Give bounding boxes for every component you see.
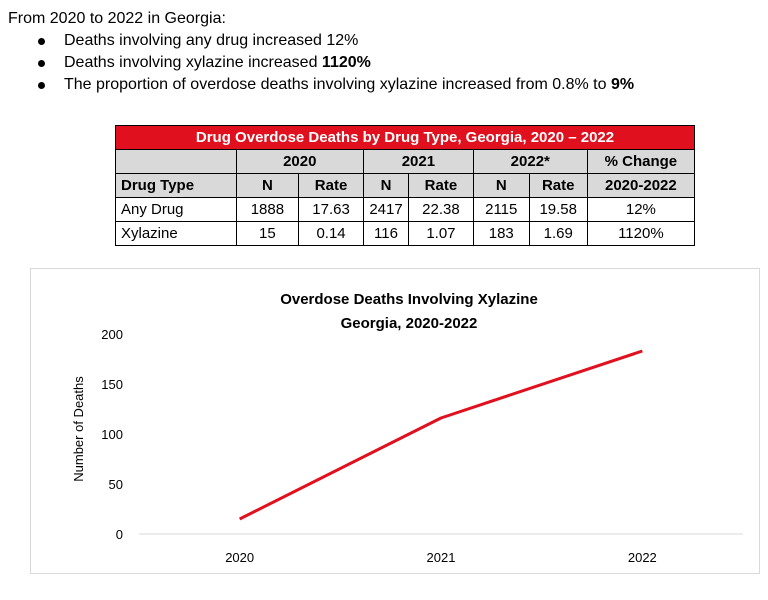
table-cell: 22.38 xyxy=(408,197,474,222)
y-ticks: 0 50 100 150 200 xyxy=(101,327,123,542)
drug-type-header: Drug Type xyxy=(115,173,237,198)
drug-cell: Xylazine xyxy=(115,221,237,246)
chart-title: Overdose Deaths Involving Xylazine xyxy=(280,291,538,308)
bullet-icon xyxy=(38,60,45,67)
bullet-text: Deaths involving xylazine increased xyxy=(64,54,322,71)
table-cell: 15 xyxy=(235,221,300,246)
year-header: 2022* xyxy=(472,149,588,174)
year-header: 2021 xyxy=(362,149,474,174)
x-tick-label: 2021 xyxy=(427,550,456,565)
table-row: Xylazine 15 0.14 116 1.07 183 1.69 1120% xyxy=(115,221,696,246)
table-cell: 1.07 xyxy=(408,221,474,246)
y-tick-label: 100 xyxy=(101,427,123,442)
intro-section: From 2020 to 2022 in Georgia: Deaths inv… xyxy=(8,8,758,96)
table-cell: 0.14 xyxy=(298,221,364,246)
xylazine-chart: Overdose Deaths Involving Xylazine Georg… xyxy=(30,268,760,574)
n-header: N xyxy=(362,173,410,198)
x-tick-label: 2020 xyxy=(225,550,254,565)
list-item: Deaths involving xylazine increased 1120… xyxy=(8,52,758,74)
table-cell: 116 xyxy=(362,221,410,246)
bullet-bold: 1120% xyxy=(321,54,371,71)
bullet-bold: 9% xyxy=(610,76,635,93)
rate-header: Rate xyxy=(408,173,474,198)
drug-cell: Any Drug xyxy=(115,197,237,222)
table-title: Drug Overdose Deaths by Drug Type, Georg… xyxy=(115,125,695,150)
overdose-table: Drug Overdose Deaths by Drug Type, Georg… xyxy=(115,125,696,246)
table-subheader-row: Drug Type N Rate N Rate N Rate 2020-2022 xyxy=(115,173,696,198)
table-row: Any Drug 1888 17.63 2417 22.38 2115 19.5… xyxy=(115,197,696,222)
y-axis-label: Number of Deaths xyxy=(71,376,86,482)
y-tick-label: 200 xyxy=(101,327,123,342)
findings-list: Deaths involving any drug increased 12% … xyxy=(8,30,758,96)
series-line xyxy=(238,349,643,521)
series xyxy=(238,349,643,521)
year-header: 2020 xyxy=(235,149,364,174)
list-item: Deaths involving any drug increased 12% xyxy=(8,30,758,52)
list-item: The proportion of overdose deaths involv… xyxy=(8,74,758,96)
bullet-text: The proportion of overdose deaths involv… xyxy=(64,76,611,93)
change-range-header: 2020-2022 xyxy=(586,173,696,198)
x-ticks: 2020 2021 2022 xyxy=(225,550,657,565)
table-header-row: 2020 2021 2022* % Change xyxy=(115,149,696,174)
table-title-row: Drug Overdose Deaths by Drug Type, Georg… xyxy=(115,125,695,150)
y-tick-label: 50 xyxy=(109,477,123,492)
chart-svg: Overdose Deaths Involving Xylazine Georg… xyxy=(71,291,743,565)
table-header-blank xyxy=(115,149,237,174)
n-header: N xyxy=(472,173,530,198)
intro-heading: From 2020 to 2022 in Georgia: xyxy=(8,10,226,27)
rate-header: Rate xyxy=(528,173,588,198)
table-cell: 1888 xyxy=(235,197,300,222)
y-tick-label: 150 xyxy=(101,377,123,392)
table-cell: 183 xyxy=(472,221,530,246)
bullet-icon xyxy=(38,38,45,45)
table-cell: 12% xyxy=(586,197,696,222)
x-tick-label: 2022 xyxy=(628,550,657,565)
bullet-text: Deaths involving any drug increased 12% xyxy=(64,32,359,49)
table-cell: 1.69 xyxy=(528,221,588,246)
table-cell: 19.58 xyxy=(528,197,588,222)
table-cell: 1120% xyxy=(586,221,696,246)
chart-subtitle: Georgia, 2020-2022 xyxy=(341,315,478,332)
change-header: % Change xyxy=(586,149,696,174)
rate-header: Rate xyxy=(298,173,364,198)
y-tick-label: 0 xyxy=(116,527,123,542)
table-cell: 2417 xyxy=(362,197,410,222)
n-header: N xyxy=(235,173,300,198)
bullet-icon xyxy=(38,82,45,89)
table-cell: 2115 xyxy=(472,197,530,222)
overdose-table-container: Drug Overdose Deaths by Drug Type, Georg… xyxy=(115,125,696,246)
table-cell: 17.63 xyxy=(298,197,364,222)
